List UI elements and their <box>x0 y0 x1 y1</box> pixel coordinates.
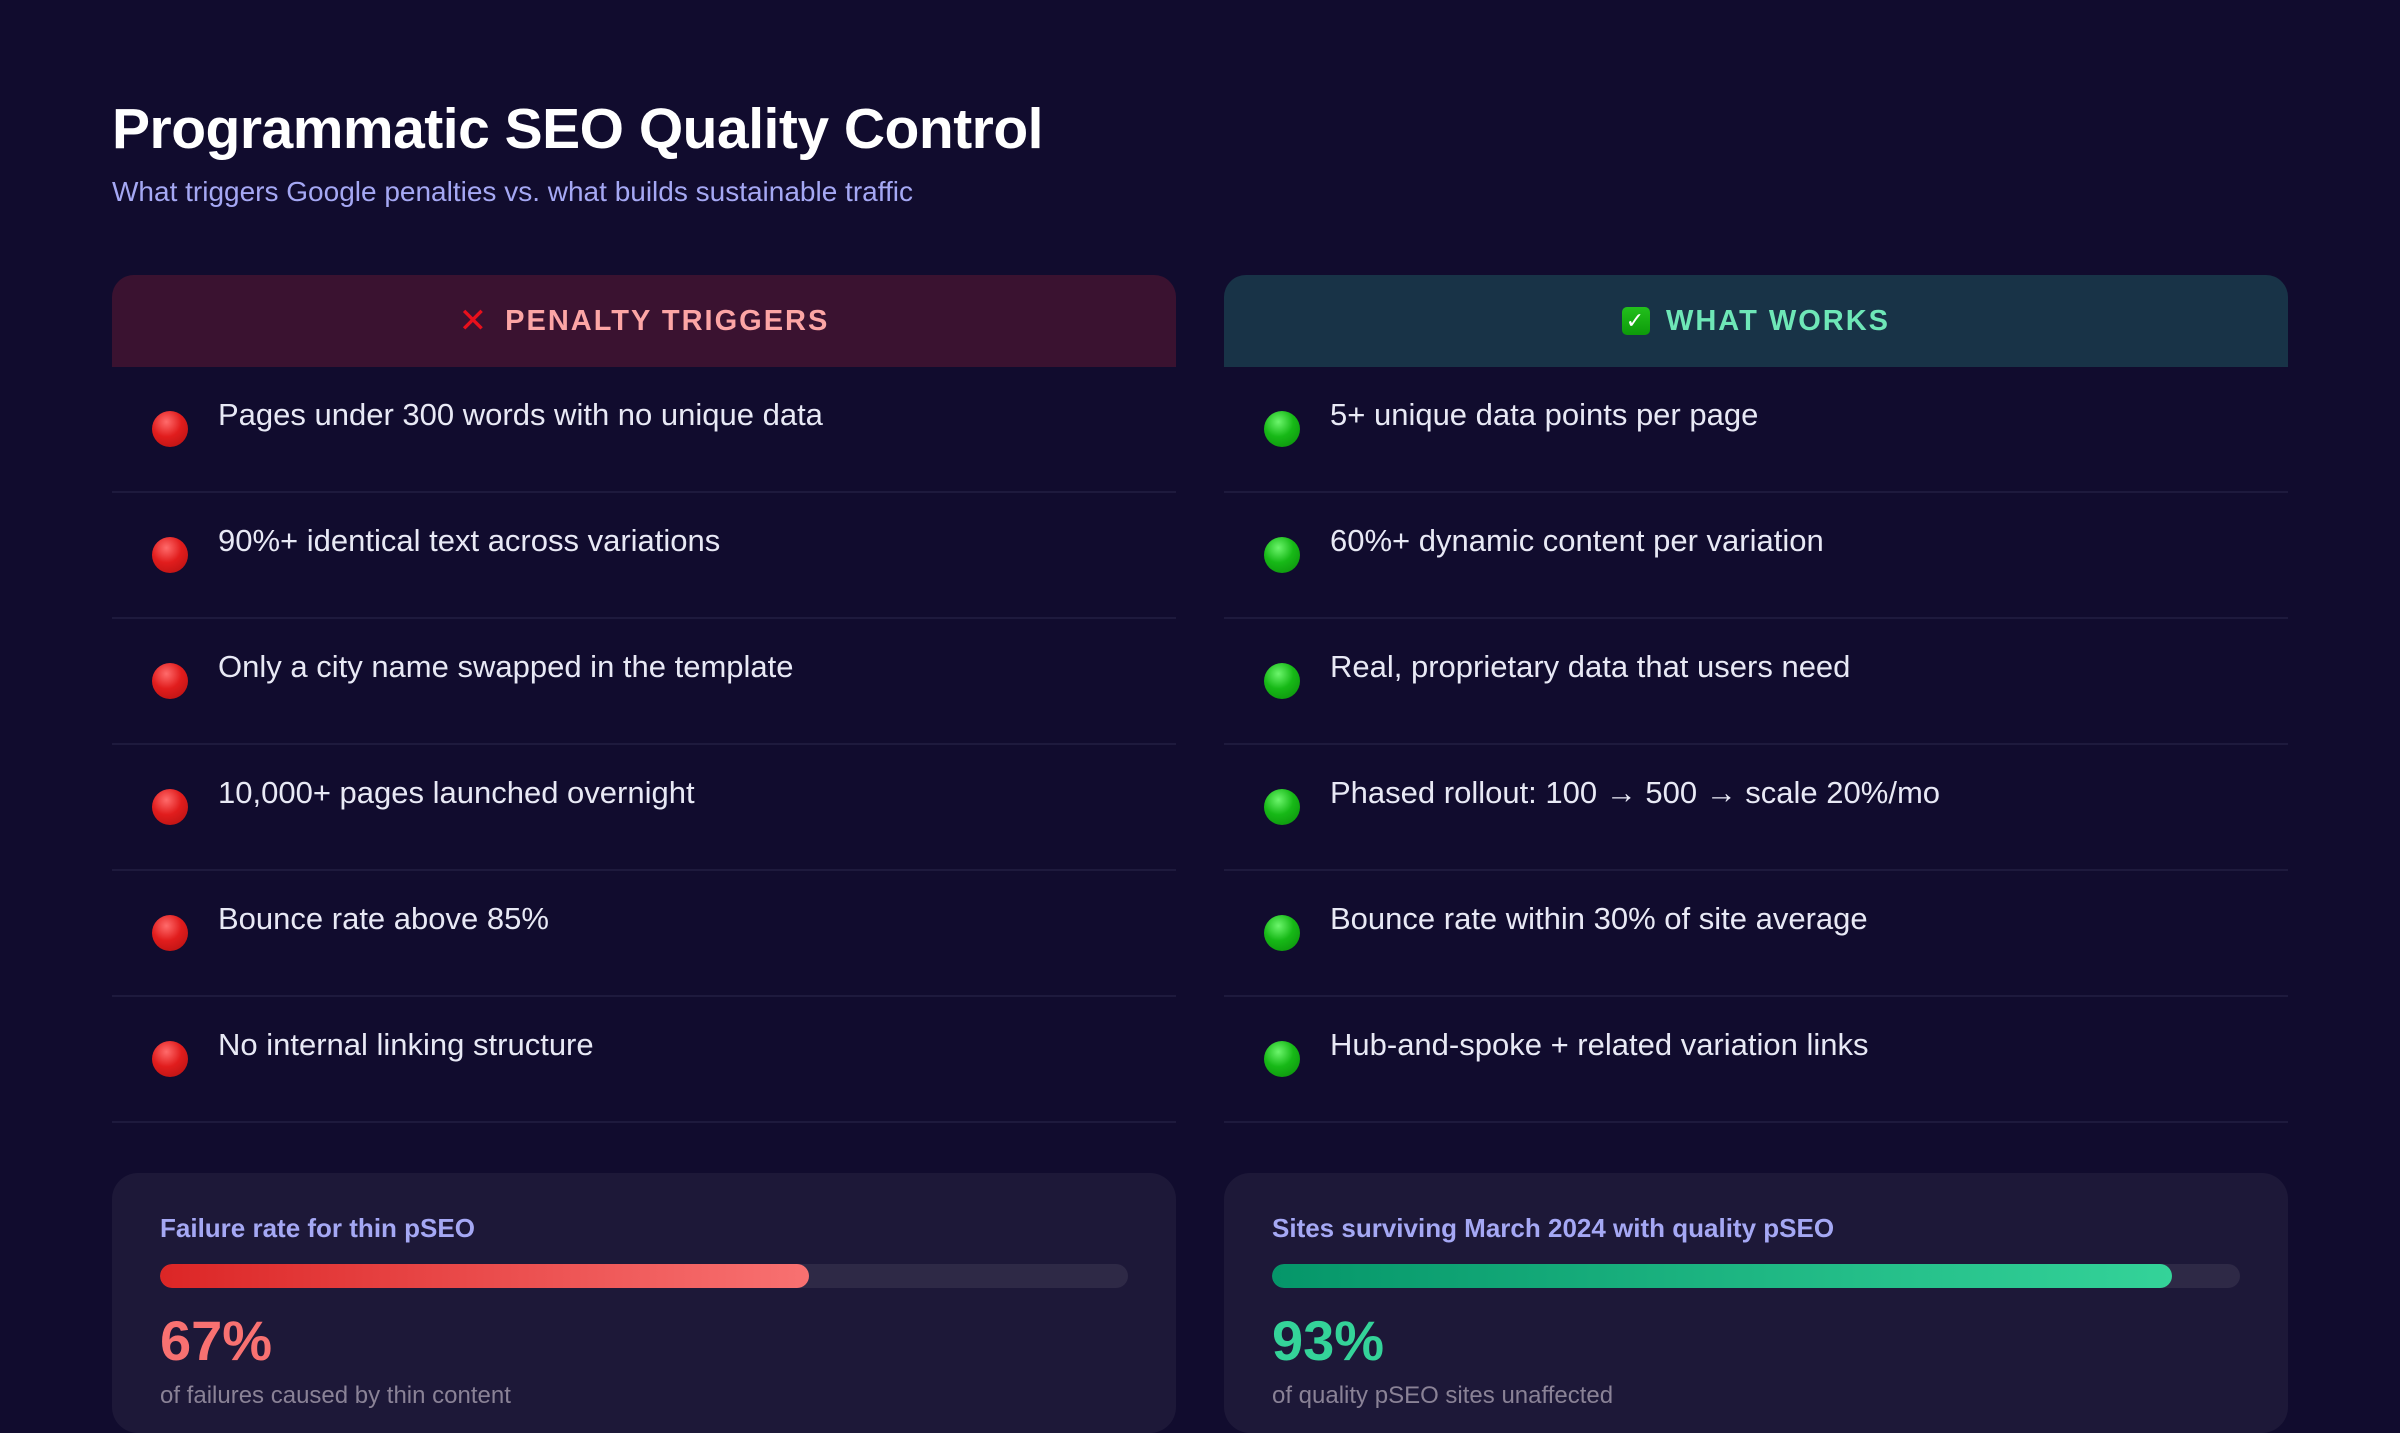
progress-bar <box>1272 1264 2240 1288</box>
list-item-text: Hub-and-spoke + related variation links <box>1330 1027 1869 1062</box>
progress-bar-fill <box>1272 1264 2173 1288</box>
what-works-column: ✓ WHAT WORKS 5+ unique data points per p… <box>1224 275 2288 1123</box>
x-icon: ✕ <box>458 302 490 340</box>
list-item-text: 10,000+ pages launched overnight <box>218 775 695 810</box>
stat-value: 93% <box>1272 1309 1385 1372</box>
failure-rate-card: Failure rate for thin pSEO 67% of failur… <box>112 1173 1176 1433</box>
progress-bar-fill <box>160 1264 809 1288</box>
list-item: No internal linking structure <box>112 997 1176 1123</box>
green-circle-icon <box>1264 411 1300 447</box>
list-item: Only a city name swapped in the template <box>112 619 1176 745</box>
stat-label: Sites surviving March 2024 with quality … <box>1272 1213 1835 1243</box>
list-item: Hub-and-spoke + related variation links <box>1224 997 2288 1123</box>
stat-description: of quality pSEO sites unaffected <box>1272 1381 1614 1409</box>
list-item: Bounce rate within 30% of site average <box>1224 871 2288 997</box>
what-works-title: WHAT WORKS <box>1665 304 1891 337</box>
red-circle-icon <box>152 1041 188 1077</box>
list-item-text: 5+ unique data points per page <box>1330 397 1759 432</box>
list-item: 10,000+ pages launched overnight <box>112 745 1176 871</box>
check-icon: ✓ <box>1621 307 1650 335</box>
penalty-triggers-column: ✕ PENALTY TRIGGERS Pages under 300 words… <box>112 275 1176 1123</box>
green-circle-icon <box>1264 537 1300 573</box>
survival-rate-card: Sites surviving March 2024 with quality … <box>1224 1173 2288 1433</box>
page-subtitle: What triggers Google penalties vs. what … <box>112 176 914 207</box>
green-circle-icon <box>1264 789 1300 825</box>
stat-description: of failures caused by thin content <box>160 1381 511 1409</box>
list-item: 5+ unique data points per page <box>1224 367 2288 493</box>
list-item-text: No internal linking structure <box>218 1027 594 1062</box>
penalty-triggers-header: ✕ PENALTY TRIGGERS <box>112 275 1176 367</box>
list-item: Bounce rate above 85% <box>112 871 1176 997</box>
red-circle-icon <box>152 537 188 573</box>
works-list: 5+ unique data points per page 60%+ dyna… <box>1224 367 2288 1123</box>
green-circle-icon <box>1264 663 1300 699</box>
red-circle-icon <box>152 915 188 951</box>
what-works-header: ✓ WHAT WORKS <box>1224 275 2288 367</box>
list-item: 90%+ identical text across variations <box>112 493 1176 619</box>
list-item-text: Bounce rate within 30% of site average <box>1330 901 1868 936</box>
penalty-triggers-title: PENALTY TRIGGERS <box>505 304 830 337</box>
progress-bar <box>160 1264 1128 1288</box>
stat-label: Failure rate for thin pSEO <box>160 1213 475 1243</box>
list-item-text: Only a city name swapped in the template <box>218 649 794 684</box>
red-circle-icon <box>152 411 188 447</box>
green-circle-icon <box>1264 1041 1300 1077</box>
list-item: Phased rollout: 100 → 500 → scale 20%/mo <box>1224 745 2288 871</box>
list-item: Real, proprietary data that users need <box>1224 619 2288 745</box>
red-circle-icon <box>152 789 188 825</box>
stat-value: 67% <box>160 1309 273 1372</box>
list-item-text: Real, proprietary data that users need <box>1330 649 1851 684</box>
list-item: Pages under 300 words with no unique dat… <box>112 367 1176 493</box>
red-circle-icon <box>152 663 188 699</box>
list-item-text: Pages under 300 words with no unique dat… <box>218 397 823 432</box>
penalty-list: Pages under 300 words with no unique dat… <box>112 367 1176 1123</box>
list-item-text: 90%+ identical text across variations <box>218 523 721 558</box>
list-item: 60%+ dynamic content per variation <box>1224 493 2288 619</box>
list-item-text: 60%+ dynamic content per variation <box>1330 523 1824 558</box>
green-circle-icon <box>1264 915 1300 951</box>
list-item-text: Bounce rate above 85% <box>218 901 549 936</box>
list-item-text: Phased rollout: 100 → 500 → scale 20%/mo <box>1330 775 1941 810</box>
page-title: Programmatic SEO Quality Control <box>112 97 1044 161</box>
